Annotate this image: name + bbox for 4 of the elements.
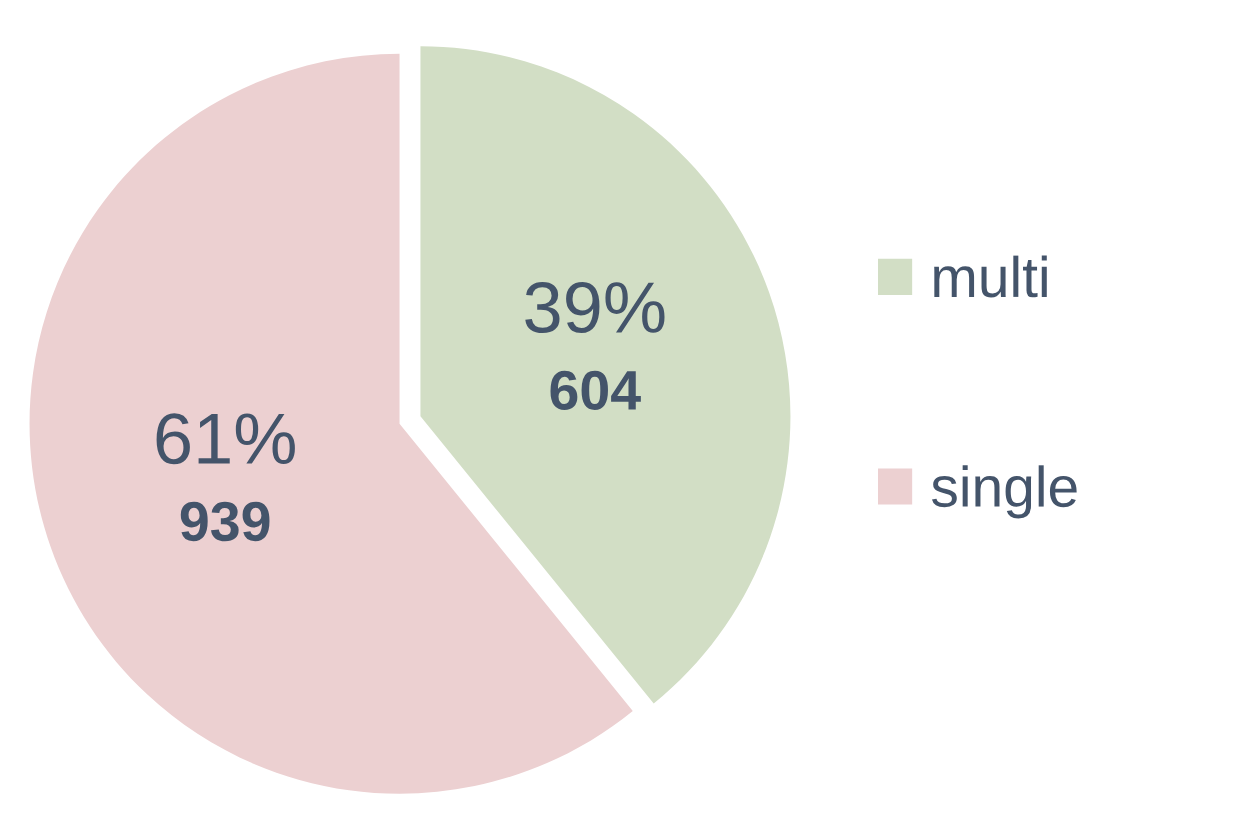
- legend-label: single: [931, 465, 1077, 519]
- data-label: 61% 939: [156, 413, 295, 542]
- data-label: 39% 604: [525, 281, 665, 411]
- legend-label: multi: [934, 255, 1047, 298]
